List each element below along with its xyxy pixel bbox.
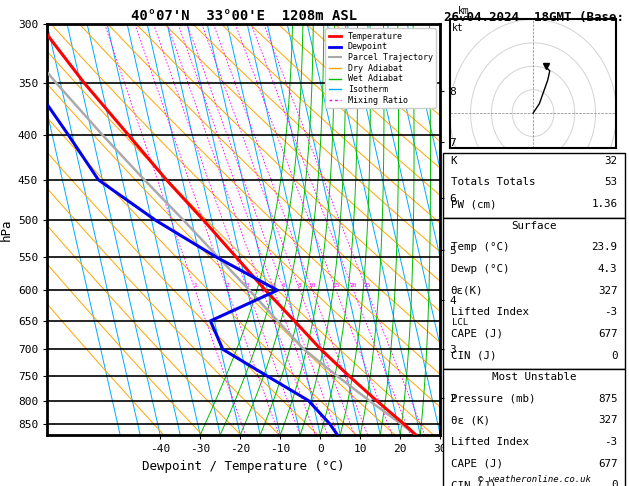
Text: 327: 327 [598, 286, 617, 295]
Text: Pressure (mb): Pressure (mb) [451, 394, 535, 404]
Text: Mixing Ratio (g/kg): Mixing Ratio (g/kg) [486, 174, 496, 285]
Text: © weatheronline.co.uk: © weatheronline.co.uk [477, 475, 591, 485]
Text: -3: -3 [604, 437, 617, 447]
X-axis label: Dewpoint / Temperature (°C): Dewpoint / Temperature (°C) [143, 460, 345, 472]
Text: 327: 327 [598, 416, 617, 425]
Text: 10: 10 [309, 283, 316, 288]
Text: kt: kt [452, 23, 464, 33]
Text: LCL: LCL [452, 318, 468, 327]
Legend: Temperature, Dewpoint, Parcel Trajectory, Dry Adiabat, Wet Adiabat, Isotherm, Mi: Temperature, Dewpoint, Parcel Trajectory… [325, 29, 436, 108]
Text: 25: 25 [363, 283, 370, 288]
Text: 0: 0 [611, 480, 617, 486]
Text: -3: -3 [604, 307, 617, 317]
Text: CIN (J): CIN (J) [451, 480, 496, 486]
Text: 15: 15 [332, 283, 340, 288]
Text: km: km [458, 6, 470, 16]
Title: 40°07'N  33°00'E  1208m ASL: 40°07'N 33°00'E 1208m ASL [131, 9, 357, 23]
Text: 0: 0 [611, 350, 617, 361]
Text: CAPE (J): CAPE (J) [451, 329, 503, 339]
Text: PW (cm): PW (cm) [451, 199, 496, 209]
Text: Surface: Surface [511, 221, 557, 231]
Text: Totals Totals: Totals Totals [451, 177, 535, 188]
Text: 26.04.2024  18GMT (Base: 12): 26.04.2024 18GMT (Base: 12) [444, 11, 629, 24]
Text: 2: 2 [226, 283, 230, 288]
Bar [443, 369, 625, 486]
Text: 1: 1 [193, 283, 197, 288]
Text: ASL: ASL [458, 17, 476, 26]
Bar [443, 218, 625, 369]
Text: K: K [451, 156, 457, 166]
Bar [443, 153, 625, 218]
Text: Lifted Index: Lifted Index [451, 437, 529, 447]
Text: 8: 8 [298, 283, 302, 288]
Text: 23.9: 23.9 [591, 243, 617, 252]
Text: CIN (J): CIN (J) [451, 350, 496, 361]
Text: Most Unstable: Most Unstable [492, 372, 576, 382]
Text: Temp (°C): Temp (°C) [451, 243, 509, 252]
Text: 875: 875 [598, 394, 617, 404]
Text: 4: 4 [260, 283, 264, 288]
Text: Lifted Index: Lifted Index [451, 307, 529, 317]
Text: 3: 3 [246, 283, 250, 288]
Text: 677: 677 [598, 459, 617, 469]
Text: 20: 20 [350, 283, 357, 288]
Text: 1.36: 1.36 [591, 199, 617, 209]
Text: 32: 32 [604, 156, 617, 166]
Y-axis label: hPa: hPa [0, 218, 13, 241]
Text: 4.3: 4.3 [598, 264, 617, 274]
Text: 5: 5 [272, 283, 276, 288]
Text: θε(K): θε(K) [451, 286, 483, 295]
Text: 6: 6 [282, 283, 286, 288]
Text: 677: 677 [598, 329, 617, 339]
Text: θε (K): θε (K) [451, 416, 490, 425]
Text: 53: 53 [604, 177, 617, 188]
Text: CAPE (J): CAPE (J) [451, 459, 503, 469]
Text: Dewp (°C): Dewp (°C) [451, 264, 509, 274]
